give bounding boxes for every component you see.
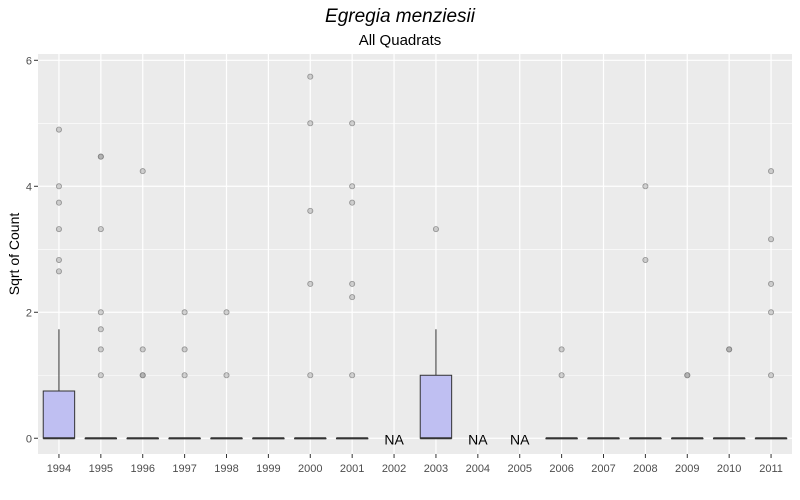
x-tick-label: 2008: [633, 463, 657, 475]
x-tick-label: 1994: [47, 463, 71, 475]
outlier-point: [97, 346, 104, 353]
outlier-point: [307, 73, 314, 80]
outlier-point: [97, 372, 104, 379]
outlier-point: [139, 372, 146, 379]
x-tick-label: 2009: [675, 463, 699, 475]
outlier-point: [55, 126, 62, 133]
outlier-point: [432, 226, 439, 233]
outlier-point: [139, 346, 146, 353]
box-2000: [294, 73, 327, 440]
box-1997: [168, 309, 201, 440]
box-2009: [671, 372, 704, 440]
outlier-point: [768, 168, 775, 175]
x-tick-label: 2006: [549, 463, 573, 475]
x-tick-label: 1996: [130, 463, 154, 475]
outlier-point: [349, 199, 356, 206]
box-2004: NA: [468, 431, 488, 447]
x-tick-label: 2005: [507, 463, 531, 475]
x-tick-label: 2002: [382, 463, 406, 475]
chart-subtitle: All Quadrats: [358, 32, 442, 49]
outlier-point: [768, 280, 775, 287]
outlier-point: [223, 309, 230, 316]
box-2002: NA: [384, 431, 404, 447]
x-tick-label: 2003: [424, 463, 448, 475]
outlier-point: [97, 153, 104, 160]
outlier-point: [768, 236, 775, 243]
outlier-point: [684, 372, 691, 379]
box-2003: [419, 226, 453, 440]
box-iqr: [42, 390, 76, 439]
x-tick-label: 2000: [298, 463, 322, 475]
outlier-point: [97, 326, 104, 333]
box-2008: [629, 183, 662, 440]
outlier-point: [307, 207, 314, 214]
box-1998: [210, 309, 243, 440]
outlier-point: [768, 372, 775, 379]
outlier-point: [349, 280, 356, 287]
x-tick-label: 2011: [759, 463, 783, 475]
outlier-point: [181, 309, 188, 316]
outlier-point: [97, 309, 104, 316]
na-label: NA: [510, 431, 530, 447]
outlier-point: [97, 226, 104, 233]
outlier-point: [349, 120, 356, 127]
box-1995: [84, 153, 118, 440]
box-2005: NA: [510, 431, 530, 447]
outlier-point: [349, 183, 356, 190]
outlier-point: [349, 294, 356, 301]
x-tick-label: 2004: [466, 463, 490, 475]
x-tick-label: 1999: [256, 463, 280, 475]
outlier-point: [642, 256, 649, 263]
outlier-point: [307, 372, 314, 379]
box-2006: [545, 346, 578, 440]
x-tick-label: 2010: [717, 463, 741, 475]
outlier-point: [726, 346, 733, 353]
outlier-point: [181, 346, 188, 353]
outlier-point: [55, 183, 62, 190]
outlier-point: [349, 372, 356, 379]
y-axis-title: Sqrt of Count: [6, 213, 22, 296]
outlier-point: [55, 199, 62, 206]
outlier-point: [558, 372, 565, 379]
x-tick-label: 2001: [340, 463, 364, 475]
y-tick-label: 2: [26, 307, 32, 319]
x-tick-label: 1998: [214, 463, 238, 475]
x-tick-label: 1995: [89, 463, 113, 475]
box-iqr: [419, 374, 453, 439]
na-label: NA: [468, 431, 488, 447]
y-tick-label: 0: [26, 433, 32, 445]
panel-background: [38, 54, 792, 454]
box-2007: [587, 437, 620, 440]
box-1996: [126, 168, 159, 440]
box-2001: [335, 120, 369, 440]
x-tick-label: 2007: [591, 463, 615, 475]
x-tick-label: 1997: [172, 463, 196, 475]
outlier-point: [181, 372, 188, 379]
outlier-point: [768, 309, 775, 316]
outlier-point: [55, 268, 62, 275]
outlier-point: [139, 168, 146, 175]
box-1999: [252, 437, 285, 440]
outlier-point: [55, 256, 62, 263]
y-tick-label: 4: [26, 181, 32, 193]
outlier-point: [642, 183, 649, 190]
box-2011: [754, 168, 788, 440]
outlier-point: [223, 372, 230, 379]
box-2010: [712, 346, 746, 440]
outlier-point: [55, 226, 62, 233]
y-tick-label: 6: [26, 55, 32, 67]
box-1994: [42, 126, 76, 440]
chart-title: Egregia menziesii: [325, 6, 475, 27]
outlier-point: [307, 280, 314, 287]
outlier-point: [558, 346, 565, 353]
na-label: NA: [384, 431, 404, 447]
outlier-point: [307, 120, 314, 127]
